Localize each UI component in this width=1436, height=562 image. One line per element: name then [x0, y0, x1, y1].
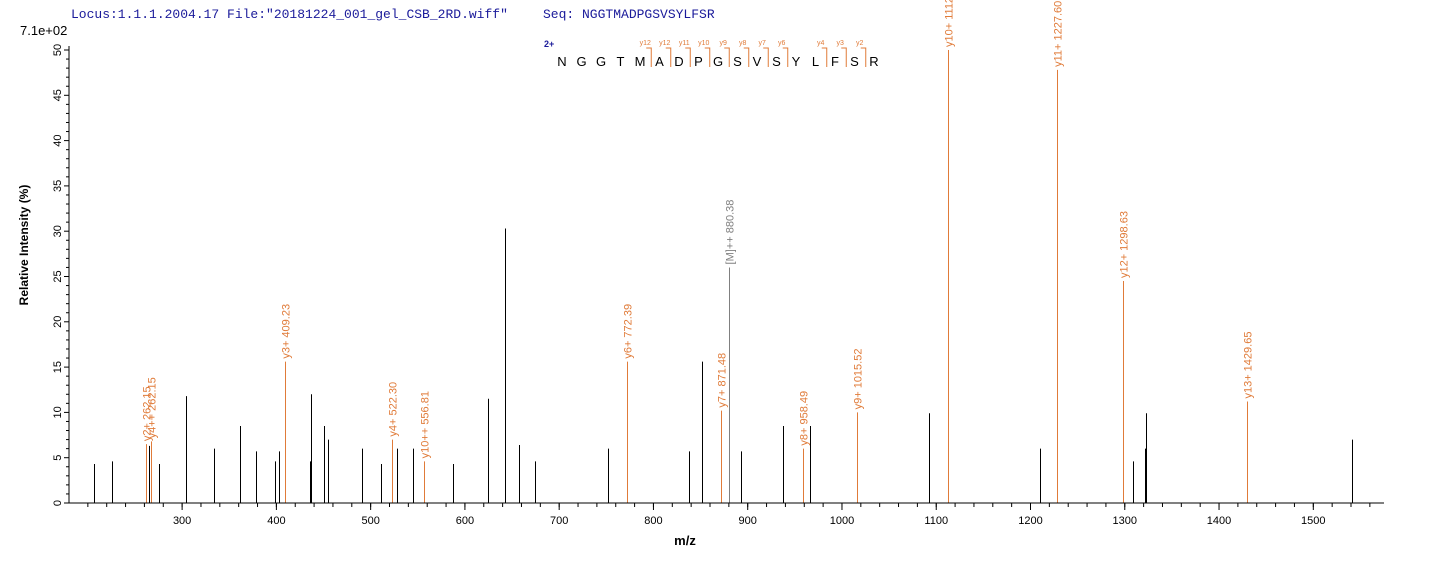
y-tick-label: 45	[52, 89, 64, 101]
x-tick-label: 900	[739, 515, 757, 527]
y-ion-bracket	[704, 47, 711, 67]
y-ion-bracket	[841, 47, 847, 67]
y-ion-bracket	[665, 47, 672, 67]
residue-letter: A	[655, 54, 664, 69]
y-ion-bracket	[685, 47, 691, 67]
peak-label: y4++ 262.15	[147, 377, 159, 438]
intensity-scale-label: 7.1e+02	[20, 23, 68, 38]
peak-label: y4+ 522.30	[388, 382, 400, 437]
peaks-group	[94, 50, 1353, 503]
peak-label: y6+ 772.39	[623, 304, 635, 359]
y-ion-bracket	[821, 47, 828, 67]
y-ion-label: y4	[817, 40, 825, 47]
axes-group: 300 400 500 600 700 800 900 1000 1100 1200 1300 140…	[17, 44, 1384, 548]
peak-label: y13+ 1429.65	[1243, 332, 1255, 399]
y-ion-bracket	[743, 47, 750, 67]
residue-letter: S	[733, 54, 742, 69]
residue-letter: Y	[792, 54, 801, 69]
y-ion-label: y3	[837, 40, 845, 47]
y-tick-label: 30	[52, 225, 64, 237]
residue-letter: G	[713, 54, 723, 69]
locus-file-label: Locus:1.1.1.2004.17 File:"20181224_001_g…	[71, 7, 508, 22]
x-tick-label: 1300	[1113, 515, 1137, 527]
y-ion-label: y6	[778, 40, 786, 47]
y-tick-label: 40	[52, 134, 64, 146]
y-tick-label: 0	[52, 500, 64, 506]
y-ion-bracket	[724, 47, 730, 67]
peak-label: y8+ 958.49	[799, 391, 811, 446]
y-ion-label: y7	[759, 40, 767, 47]
x-axis-title: m/z	[674, 533, 696, 548]
x-tick-label: 500	[361, 515, 379, 527]
x-tick-label: 600	[456, 515, 474, 527]
residue-letter: T	[617, 54, 625, 69]
x-tick-label: 1200	[1018, 515, 1042, 527]
x-tick-label: 300	[173, 515, 191, 527]
y-ion-bracket	[763, 47, 769, 67]
y-tick-label: 10	[52, 406, 64, 418]
residue-letter: P	[694, 54, 703, 69]
x-tick-label: 800	[644, 515, 662, 527]
peak-label: y10++ 556.81	[420, 391, 432, 458]
x-tick-label: 700	[550, 515, 568, 527]
residue-letter: G	[596, 54, 606, 69]
residue-letter: N	[557, 54, 566, 69]
y-ion-label: y12	[640, 40, 651, 47]
residue-letter: L	[812, 54, 819, 69]
y-tick-label: 20	[52, 316, 64, 328]
charge-state-label: 2+	[544, 39, 554, 49]
y-ion-bracket	[860, 47, 867, 67]
y-ion-bracket	[646, 47, 652, 67]
y-ion-label: y8	[739, 40, 747, 47]
peak-label: [M]++ 880.38	[725, 200, 737, 265]
y-ion-label: y11	[679, 40, 690, 47]
peak-label: y2+ 262.15	[142, 386, 154, 441]
y-tick-label: 5	[52, 455, 64, 461]
sequence-label: Seq: NGGTMADPGSVSYLFSR	[543, 7, 715, 22]
residue-letter: S	[850, 54, 859, 69]
y-ion-bracket	[782, 47, 789, 67]
peak-label: y3+ 409.23	[281, 304, 293, 359]
peak-label: y12+ 1298.63	[1119, 211, 1131, 278]
x-tick-label: 1400	[1207, 515, 1231, 527]
peak-label: y7+ 871.48	[717, 353, 729, 408]
y-ion-label: y10	[698, 40, 709, 47]
x-tick-label: 1000	[830, 515, 854, 527]
x-tick-label: 1100	[924, 515, 948, 527]
peak-label: y9+ 1015.52	[853, 349, 865, 410]
residue-letter: G	[576, 54, 586, 69]
residue-letter: R	[869, 54, 878, 69]
y-ion-label: y9	[720, 40, 728, 47]
y-tick-label: 25	[52, 270, 64, 282]
residue-letter: M	[635, 54, 646, 69]
y-tick-label: 15	[52, 361, 64, 373]
residue-letter: D	[674, 54, 683, 69]
peak-label: y10+ 1112.55	[944, 0, 956, 47]
y-tick-label: 50	[52, 44, 64, 56]
x-tick-label: 400	[267, 515, 285, 527]
y-ion-label: y2	[856, 40, 864, 47]
peak-label: y11+ 1227.60	[1053, 1, 1065, 67]
residue-letter: F	[831, 54, 839, 69]
x-tick-label: 1500	[1301, 515, 1325, 527]
y-ion-label: y12	[659, 40, 670, 47]
y-tick-label: 35	[52, 180, 64, 192]
y-axis-title: Relative Intensity (%)	[17, 185, 31, 306]
residue-letter: S	[772, 54, 781, 69]
residue-letter: V	[753, 54, 762, 69]
